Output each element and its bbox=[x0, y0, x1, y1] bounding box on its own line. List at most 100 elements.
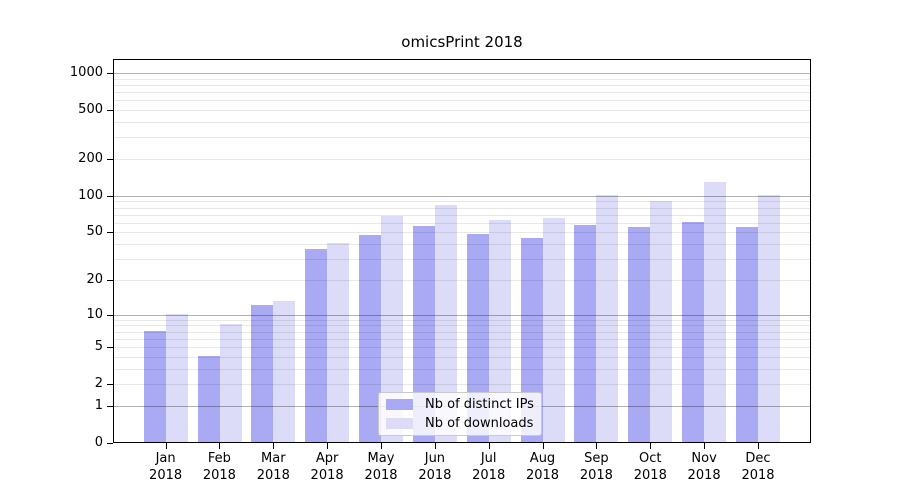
x-tick-month: May bbox=[367, 451, 395, 466]
y-tick-mark-20 bbox=[107, 279, 113, 281]
y-tick-label-500: 500 bbox=[78, 102, 103, 118]
x-tick-mark-may bbox=[381, 443, 382, 449]
bar-downloads-feb bbox=[219, 324, 242, 442]
x-tick-year: 2018 bbox=[418, 467, 452, 483]
x-tick-label-oct: Oct 2018 bbox=[618, 451, 682, 484]
x-tick-year: 2018 bbox=[525, 467, 560, 483]
y-tick-mark-10 bbox=[107, 314, 113, 316]
bar-downloads-jan bbox=[165, 313, 188, 442]
legend-swatch-distinct-ips-icon bbox=[386, 399, 413, 411]
x-tick-mark-nov bbox=[704, 443, 706, 449]
x-tick-month: Nov bbox=[691, 451, 717, 466]
bar-distinct-ips-jan bbox=[143, 330, 166, 442]
y-tick-label-200: 200 bbox=[78, 151, 103, 166]
bar-downloads-jul bbox=[488, 220, 511, 442]
bar-distinct-ips-mar bbox=[251, 304, 274, 442]
y-tick-label-2: 2 bbox=[94, 376, 103, 392]
x-tick-year: 2018 bbox=[149, 467, 183, 483]
y-tick-label-20: 20 bbox=[86, 271, 103, 287]
legend-item-downloads: Nb of downloads bbox=[386, 416, 534, 432]
x-tick-mark-feb bbox=[219, 443, 221, 449]
x-tick-month: Dec bbox=[745, 451, 771, 466]
bar-downloads-jun bbox=[434, 205, 457, 442]
legend-swatch-downloads-icon bbox=[386, 417, 413, 429]
y-tick-mark-1 bbox=[107, 405, 113, 407]
y-tick-mark-1000 bbox=[107, 73, 113, 74]
y-tick-label-1: 1 bbox=[94, 397, 103, 413]
x-tick-label-feb: Feb 2018 bbox=[187, 451, 251, 484]
x-tick-month: Oct bbox=[639, 451, 662, 466]
y-tick-mark-500 bbox=[107, 110, 113, 112]
legend-label-downloads: Nb of downloads bbox=[425, 415, 534, 431]
x-tick-label-jun: Jun 2018 bbox=[403, 451, 467, 484]
x-tick-year: 2018 bbox=[202, 467, 236, 483]
y-tick-label-100: 100 bbox=[78, 187, 103, 203]
bar-downloads-nov bbox=[704, 182, 727, 442]
bar-distinct-ips-sep bbox=[574, 224, 597, 442]
chart-title: omicsPrint 2018 bbox=[401, 33, 523, 51]
x-tick-label-aug: Aug 2018 bbox=[511, 451, 575, 484]
bar-distinct-ips-aug bbox=[520, 238, 543, 442]
x-tick-month: Aug bbox=[529, 451, 556, 466]
bar-distinct-ips-feb bbox=[197, 355, 220, 442]
x-tick-year: 2018 bbox=[364, 467, 398, 483]
y-tick-label-5: 5 bbox=[94, 339, 103, 354]
bar-distinct-ips-nov bbox=[682, 221, 705, 442]
y-tick-label-10: 10 bbox=[86, 306, 103, 322]
bar-distinct-ips-apr bbox=[305, 248, 328, 442]
x-tick-label-jul: Jul 2018 bbox=[457, 451, 521, 484]
x-tick-year: 2018 bbox=[256, 467, 290, 483]
x-tick-mark-oct bbox=[650, 443, 652, 449]
bar-distinct-ips-jul bbox=[466, 233, 489, 442]
x-tick-label-nov: Nov 2018 bbox=[672, 451, 736, 484]
bar-downloads-oct bbox=[650, 201, 673, 442]
plot-area bbox=[113, 59, 811, 443]
x-tick-mark-sep bbox=[596, 443, 598, 449]
y-tick-mark-2 bbox=[107, 384, 113, 386]
y-tick-mark-0 bbox=[107, 443, 113, 444]
legend-label-distinct-ips: Nb of distinct IPs bbox=[425, 397, 534, 413]
y-tick-label-1000: 1000 bbox=[69, 65, 103, 80]
y-tick-mark-100 bbox=[107, 195, 113, 197]
bars-layer bbox=[114, 60, 810, 442]
y-tick-label-0: 0 bbox=[94, 435, 103, 450]
bar-distinct-ips-oct bbox=[628, 227, 651, 442]
bar-distinct-ips-jun bbox=[412, 225, 435, 442]
x-tick-month: Sep bbox=[584, 451, 609, 466]
x-tick-year: 2018 bbox=[310, 467, 344, 483]
y-tick-label-50: 50 bbox=[86, 224, 103, 240]
legend: Nb of distinct IPs Nb of downloads bbox=[378, 392, 542, 436]
bar-distinct-ips-may bbox=[359, 234, 381, 442]
y-tick-mark-50 bbox=[107, 232, 113, 234]
x-tick-mark-apr bbox=[327, 443, 329, 449]
x-tick-mark-jun bbox=[434, 443, 436, 449]
x-tick-label-mar: Mar 2018 bbox=[241, 451, 305, 484]
legend-item-distinct-ips: Nb of distinct IPs bbox=[386, 397, 534, 413]
bar-downloads-may bbox=[381, 216, 403, 442]
y-tick-mark-5 bbox=[107, 347, 113, 348]
x-tick-month: Jul bbox=[480, 451, 497, 466]
x-tick-mark-aug bbox=[542, 443, 544, 449]
bar-downloads-apr bbox=[327, 243, 350, 442]
bar-downloads-dec bbox=[758, 194, 780, 442]
x-tick-year: 2018 bbox=[579, 467, 613, 483]
x-tick-month: Mar bbox=[261, 451, 286, 466]
x-tick-label-sep: Sep 2018 bbox=[564, 451, 628, 484]
bar-downloads-sep bbox=[596, 194, 619, 442]
x-tick-mark-dec bbox=[758, 443, 759, 449]
x-tick-mark-jul bbox=[488, 443, 490, 449]
bar-distinct-ips-dec bbox=[736, 227, 758, 442]
x-tick-mark-jan bbox=[165, 443, 167, 449]
bar-downloads-aug bbox=[542, 217, 565, 442]
x-tick-label-jan: Jan 2018 bbox=[134, 451, 198, 484]
x-tick-month: Jan bbox=[155, 451, 176, 466]
x-tick-year: 2018 bbox=[472, 467, 506, 483]
x-tick-mark-mar bbox=[273, 443, 275, 449]
x-tick-month: Feb bbox=[207, 451, 231, 466]
x-tick-label-dec: Dec 2018 bbox=[726, 451, 790, 484]
x-tick-year: 2018 bbox=[741, 467, 775, 483]
x-tick-label-may: May 2018 bbox=[349, 451, 413, 484]
x-tick-year: 2018 bbox=[633, 467, 667, 483]
x-tick-label-apr: Apr 2018 bbox=[295, 451, 359, 484]
